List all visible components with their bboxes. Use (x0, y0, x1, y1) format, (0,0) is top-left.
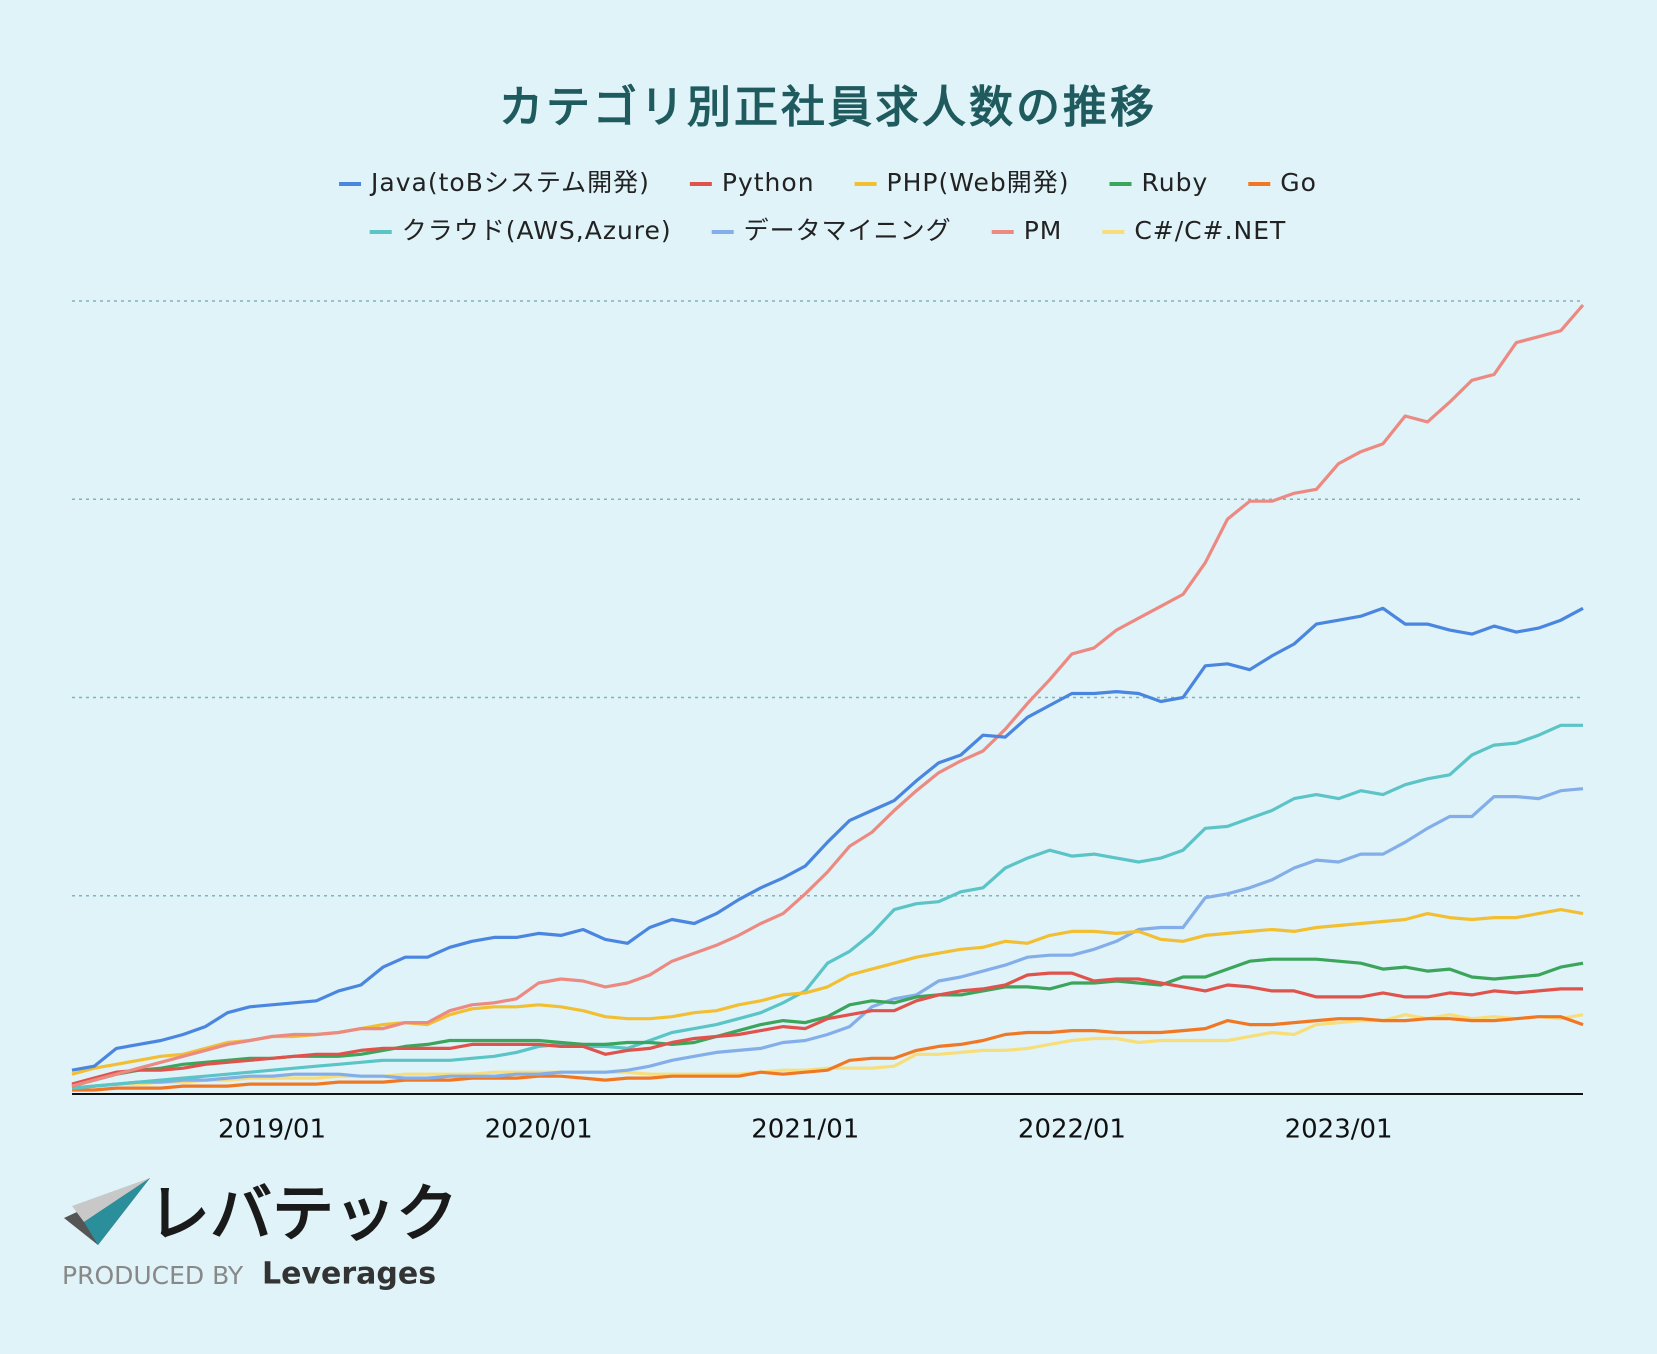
x-tick-label: 2022/01 (1018, 1115, 1126, 1145)
series-line (71, 787, 1584, 1090)
series-line (72, 1015, 1584, 1092)
x-tick-label: 2019/01 (218, 1115, 326, 1145)
legend-label: データマイニング (744, 216, 952, 245)
logo-mark (84, 1178, 150, 1245)
series-line (71, 723, 1583, 1090)
series-line (71, 1013, 1584, 1090)
legend-label: PHP(Web開発) (887, 168, 1070, 197)
series-line (71, 971, 1583, 1086)
legend-label: Ruby (1142, 168, 1209, 197)
legend-row: Java(toBシステム開発) Python PHP(Web開発) Ruby Go (339, 168, 1317, 197)
legend-label: PM (1024, 216, 1063, 245)
series-line (71, 303, 1585, 1088)
legend-label: Go (1280, 168, 1317, 197)
logo-name: レバテック (148, 1177, 458, 1250)
logo-mark (72, 1178, 150, 1222)
series-line (71, 957, 1584, 1088)
legend-label: クラウド(AWS,Azure) (402, 216, 672, 245)
x-tick-label: 2020/01 (485, 1115, 593, 1145)
logo-company: Leverages (262, 1257, 436, 1292)
x-tick-label: 2023/01 (1285, 1115, 1393, 1145)
series-line (71, 606, 1584, 1072)
x-tick-label: 2021/01 (751, 1115, 859, 1145)
legend-label: C#/C#.NET (1134, 216, 1286, 245)
series-line (71, 908, 1584, 1076)
legend-label: Python (722, 168, 815, 197)
logo: レバテック PRODUCED BY Leverages (62, 1177, 458, 1291)
legend-label: Java(toBシステム開発) (369, 168, 650, 197)
legend-row: クラウド(AWS,Azure) データマイニング PM C#/C#.NET (369, 216, 1286, 245)
chart-title: カテゴリ別正社員求人数の推移 (499, 82, 1157, 133)
logo-produced-by: PRODUCED BY (62, 1261, 244, 1290)
